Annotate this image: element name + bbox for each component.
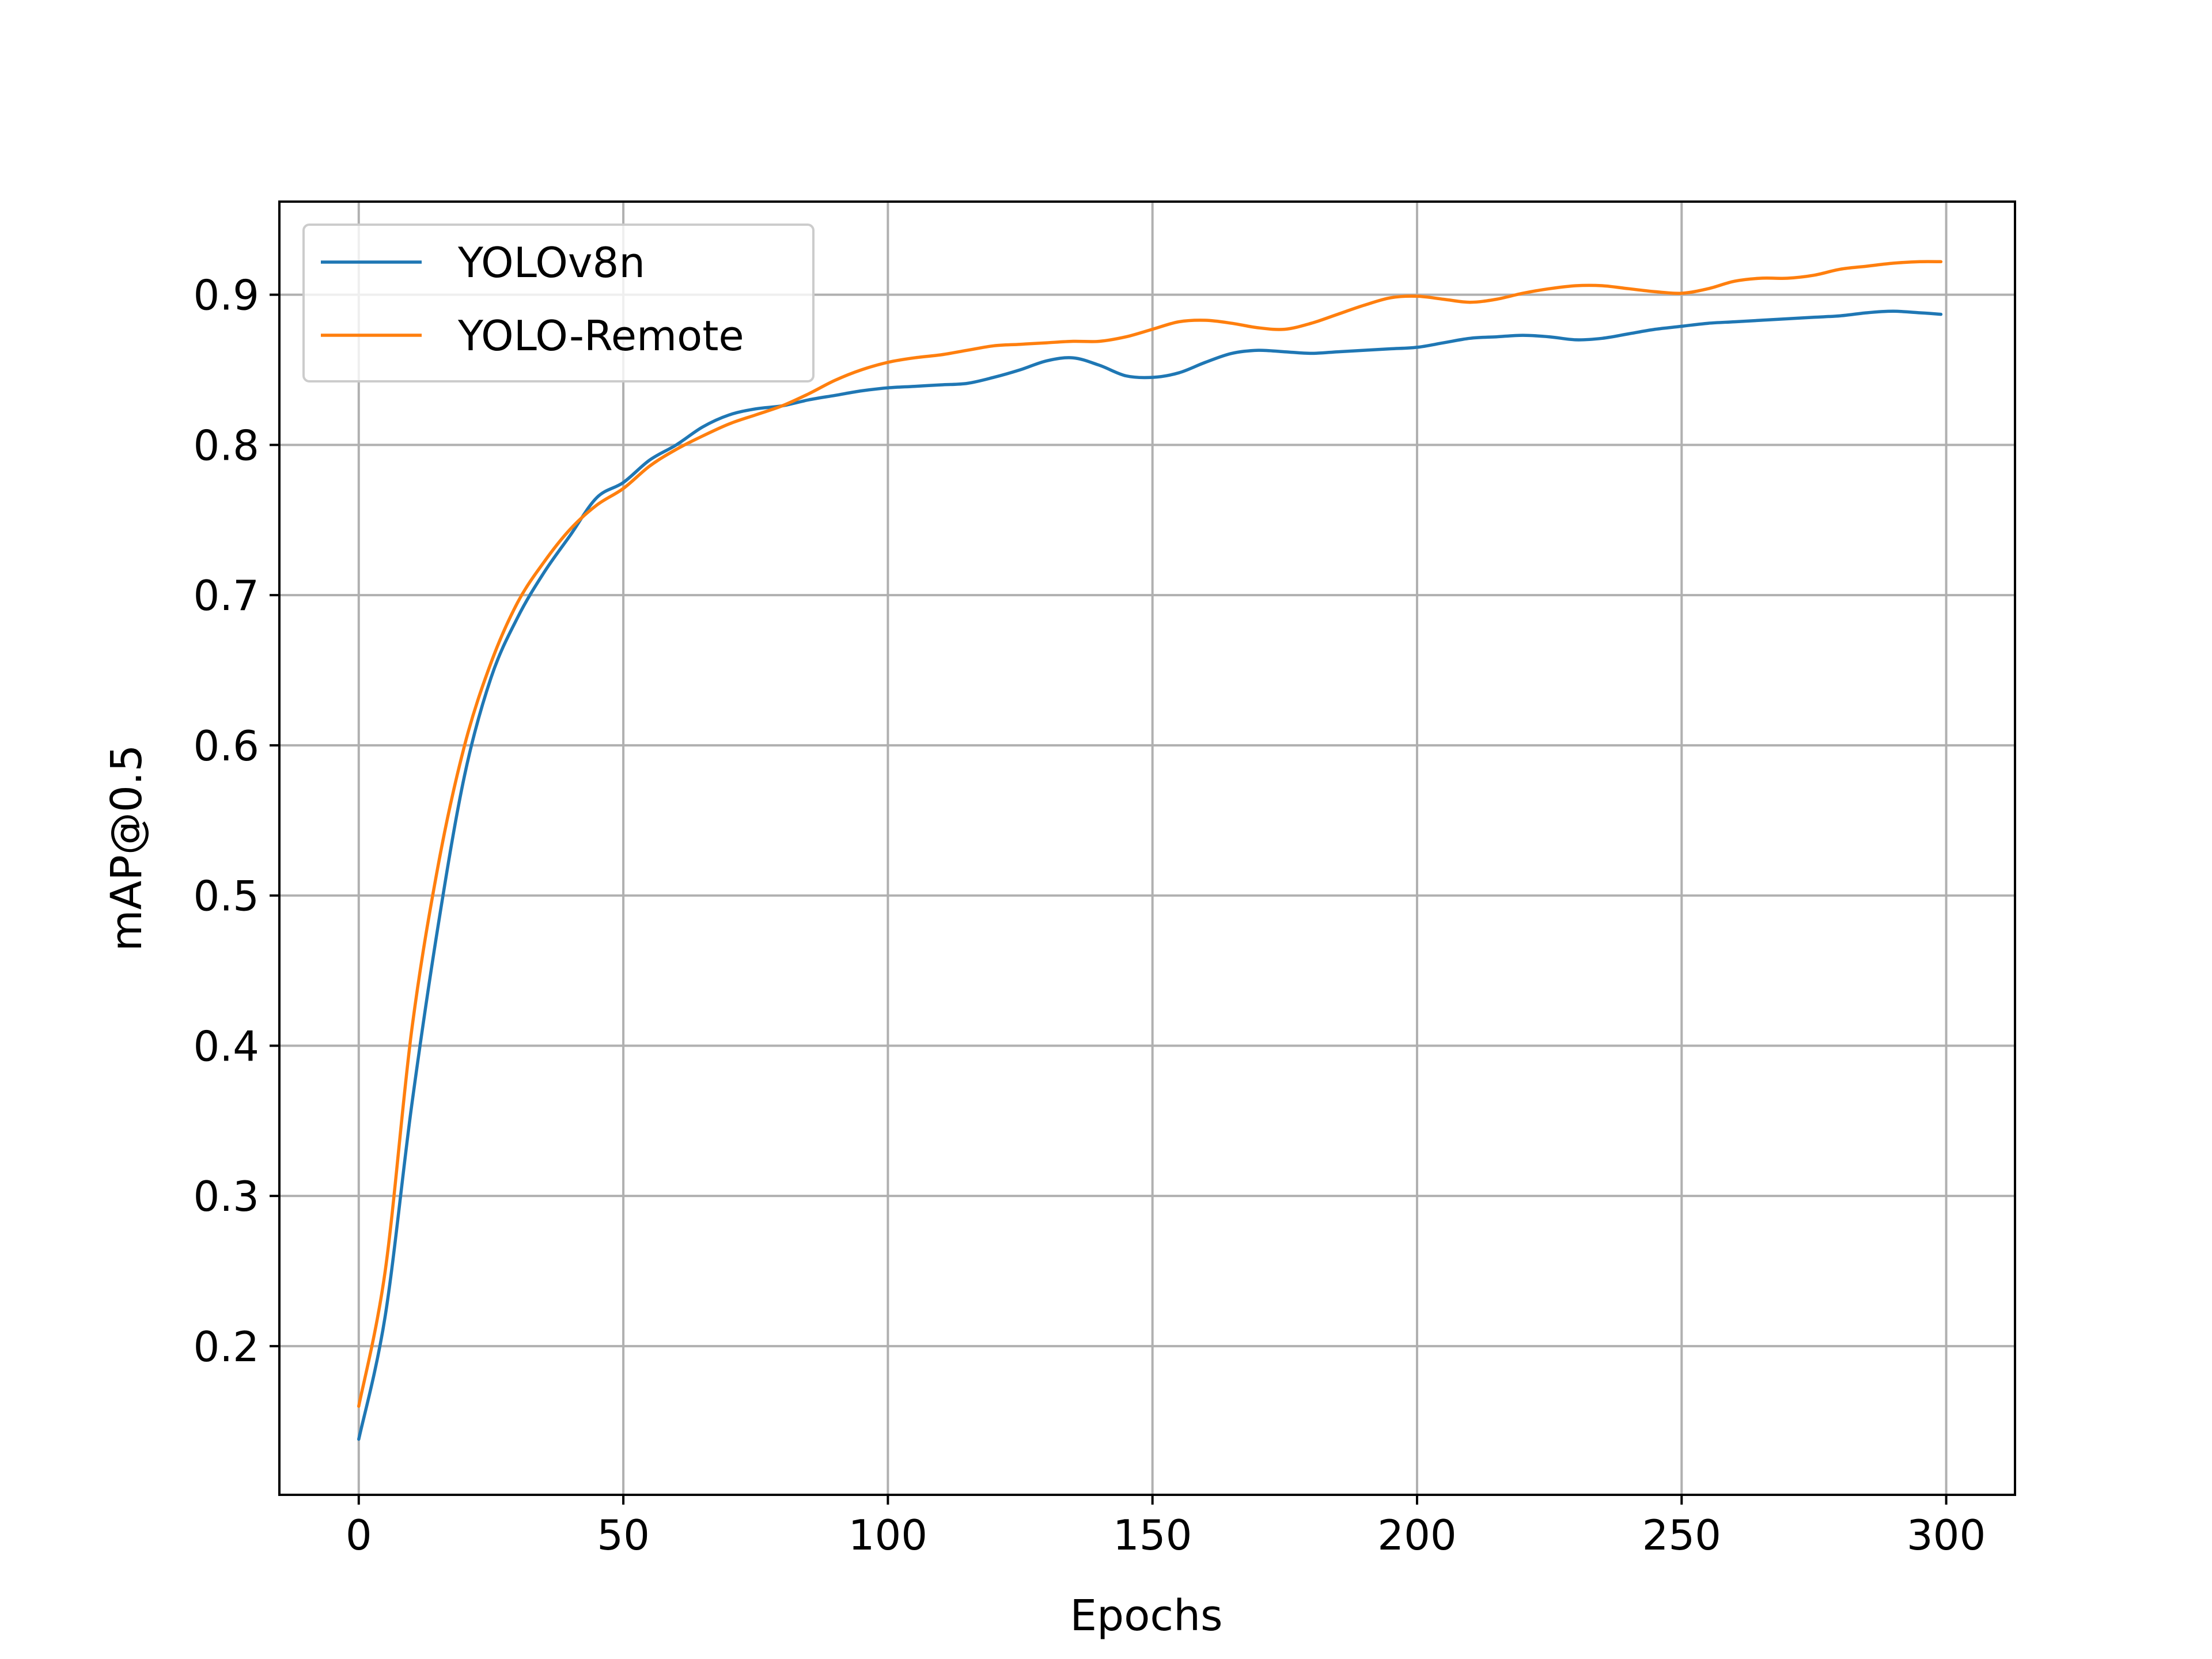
plot-frame — [278, 200, 2016, 1496]
x-tick-label: 50 — [597, 1511, 650, 1559]
x-tick-label: 200 — [1377, 1511, 1456, 1559]
y-tick-label: 0.4 — [193, 1022, 259, 1070]
x-tick-label: 300 — [1907, 1511, 1986, 1559]
y-tick-label: 0.3 — [193, 1172, 259, 1221]
series-line-yolov8n — [357, 309, 1943, 1441]
grid-lines — [279, 202, 2015, 1495]
y-tick-label: 0.7 — [193, 571, 259, 620]
legend-label-yolo-remote: YOLO-Remote — [457, 312, 744, 360]
y-tick-label: 0.9 — [193, 271, 259, 320]
y-axis-title: mAP@0.5 — [102, 744, 151, 951]
x-tick-label: 0 — [346, 1511, 372, 1559]
x-axis-title: Epochs — [1070, 1591, 1222, 1641]
x-tick-label: 100 — [849, 1511, 927, 1559]
y-tick-label: 0.5 — [193, 872, 259, 921]
y-tick-label: 0.6 — [193, 722, 259, 770]
legend: YOLOv8n YOLO-Remote — [302, 224, 815, 382]
x-axis: 0 50 100 150 200 250 300 — [346, 1495, 1986, 1559]
x-tick-label: 150 — [1113, 1511, 1192, 1559]
x-tick-label: 250 — [1642, 1511, 1721, 1559]
y-axis: 0.2 0.3 0.4 0.5 0.6 0.7 0.8 0.9 — [193, 271, 279, 1371]
data-series — [357, 260, 1943, 1441]
series-line-yolo-remote — [357, 260, 1943, 1408]
legend-label-yolov8n: YOLOv8n — [457, 238, 645, 287]
y-tick-label: 0.8 — [193, 421, 259, 469]
y-tick-label: 0.2 — [193, 1323, 259, 1371]
legend-box — [302, 224, 815, 382]
